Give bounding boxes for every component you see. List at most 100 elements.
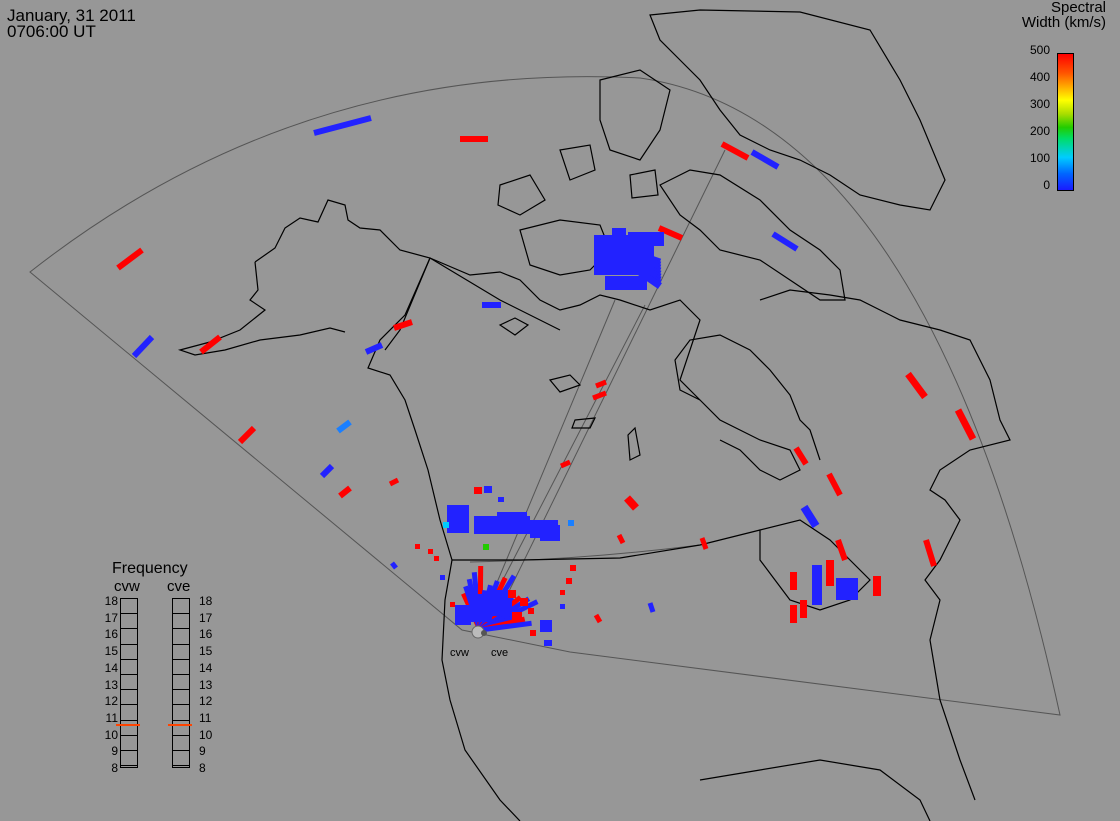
scatter-cell [540,620,552,632]
frequency-tick-left: 17 [104,610,118,625]
scatter-segment [338,485,352,499]
scatter-cell [484,486,492,493]
frequency-cell [121,721,137,736]
frequency-radar-cvw: cvw [114,578,140,595]
radar-scatter [116,115,977,646]
frequency-tick-left: 13 [104,677,118,692]
scatter-cell [800,600,807,618]
timestamp-block: January, 31 2011 0706:00 UT [7,6,136,41]
site-label-cve: cve [491,647,509,659]
scatter-segment [835,539,848,561]
colorbar-gradient [1057,53,1074,191]
scatter-cell [440,575,445,580]
scatter-cell [540,525,560,541]
colorbar-title-line1: Spectral [1050,0,1106,16]
scatter-cell [455,605,471,625]
lake-athabasca [571,417,597,429]
scatter-cell [628,232,664,246]
frequency-tick-left: 12 [104,694,118,709]
scatter-segment [592,390,607,401]
date-label: January, 31 2011 [7,6,136,25]
frequency-tick-right: 9 [199,744,206,759]
colorbar-tick: 200 [1029,124,1050,138]
scatter-cell [483,544,489,550]
frequency-cell [121,690,137,706]
scatter-segment [116,247,144,271]
frequency-tick-left: 9 [111,744,118,759]
frequency-cell [121,645,137,660]
frequency-cell [121,614,137,630]
scatter-cell [544,640,552,646]
frequency-cell [173,614,189,630]
frequency-title: Frequency [112,560,188,577]
lake-winnipeg [627,426,641,461]
frequency-cell [173,721,189,736]
coastline-greenland [649,9,946,211]
coastline-hudson-bay [674,334,821,461]
scatter-cell [428,549,433,554]
scatter-cell [447,505,469,533]
scatter-cell [512,612,522,620]
coastline-ellesmere [599,69,671,161]
scatter-segment [826,472,843,497]
scatter-cell [492,590,512,616]
scatter-cell [570,565,576,571]
coastline-island-1 [559,144,596,181]
scatter-cell [443,522,449,528]
colorbar-tick: 500 [1029,43,1050,57]
frequency-tick-right: 11 [199,710,212,725]
scatter-segment [393,319,413,331]
frequency-cell [173,736,189,751]
scatter-segment [923,539,937,567]
scatter-cell [520,598,528,606]
scatter-cell [415,544,420,549]
scatter-cell [470,594,492,622]
frequency-tick-right: 14 [199,660,213,675]
frequency-tick-left: 15 [104,644,118,659]
scatter-segment [336,419,352,434]
scatter-segment [364,342,384,355]
frequency-scale-cvw [120,598,138,768]
frequency-tick-right: 15 [199,644,213,659]
frequency-cell [173,599,189,615]
frequency-tick-right: 8 [199,761,206,775]
scatter-segment [800,504,820,529]
time-label: 0706:00 UT [7,22,96,41]
border-nunavut [429,257,561,331]
scatter-segment [954,408,977,441]
scatter-cell [474,487,482,494]
frequency-tick-left: 11 [105,710,118,725]
frequency-cell [173,660,189,675]
colorbar-tick: 0 [1043,178,1050,192]
scatter-segment [388,477,400,487]
colorbar-tick: 400 [1029,70,1050,84]
coastline-alaska-south [177,261,346,356]
coastline-banks-island [497,174,546,216]
frequency-tick-left: 16 [104,627,118,642]
scatter-segment [237,425,257,445]
scatter-segment [771,231,799,252]
scatter-cell [790,572,797,590]
frequency-cell [173,751,189,767]
scatter-segment [750,149,780,170]
scatter-cell [568,520,574,526]
frequency-cell [173,690,189,706]
scatter-cell [836,578,858,600]
scatter-segment [657,225,684,241]
scatter-cell [450,602,455,607]
scatter-segment [595,379,607,389]
coastline-quebec [759,289,1011,801]
frequency-cell [121,675,137,691]
border-us-canada [452,529,761,561]
scatter-segment [319,463,335,479]
lake-great-bear [498,317,530,336]
coastline-alaska [254,199,521,821]
scatter-cell [528,608,534,614]
border-alaska-canada [384,257,431,351]
coastline-baffin [659,169,846,301]
frequency-cell [173,645,189,660]
frequency-cell [173,675,189,691]
frequency-cell [173,629,189,645]
scatter-cell [612,228,626,240]
